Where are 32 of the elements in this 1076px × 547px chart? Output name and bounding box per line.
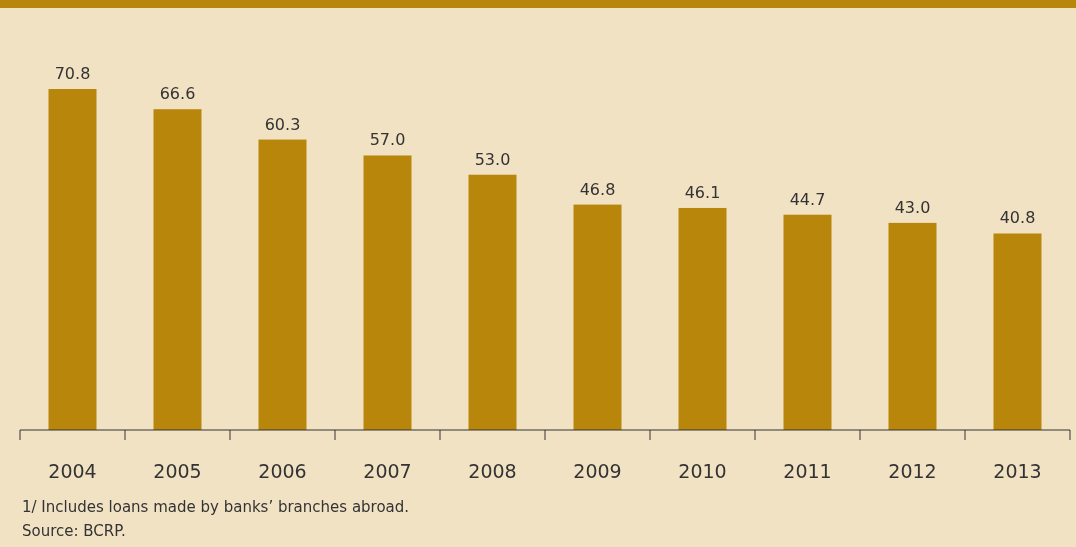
data-label: 46.1 — [684, 182, 721, 202]
data-label: 46.8 — [579, 179, 616, 199]
x-tick-label: 2006 — [258, 460, 307, 482]
bar — [888, 222, 937, 430]
data-label: 53.0 — [474, 149, 511, 169]
bar — [573, 204, 622, 430]
data-label: 40.8 — [999, 208, 1036, 228]
text: 1/ Includes loans made by banks’ branches abroad. — [22, 498, 410, 516]
bar — [993, 233, 1042, 430]
x-tick-label: 2004 — [48, 460, 97, 482]
x-tick-label: 2013 — [993, 460, 1042, 482]
data-label: 60.3 — [264, 114, 301, 134]
source-note: Source: BCRP. — [22, 522, 126, 540]
bar — [783, 214, 832, 430]
x-tick-label: 2009 — [573, 460, 622, 482]
data-label: 44.7 — [789, 189, 826, 209]
x-tick-label: 2005 — [153, 460, 202, 482]
data-label: 43.0 — [894, 197, 931, 217]
x-tick-label: 2007 — [363, 460, 412, 482]
data-label: 57.0 — [369, 130, 406, 150]
bar — [258, 139, 307, 430]
data-label: 70.8 — [54, 64, 91, 83]
bar — [153, 109, 202, 430]
x-tick-label: 2011 — [783, 460, 832, 482]
x-tick-label: 2010 — [678, 460, 727, 482]
bar — [678, 207, 727, 430]
x-tick-label: 2012 — [888, 460, 937, 482]
data-label: 66.6 — [159, 84, 196, 104]
bar — [363, 155, 412, 430]
x-tick-label: 2008 — [468, 460, 517, 482]
bar — [48, 89, 97, 430]
bar — [468, 174, 517, 430]
